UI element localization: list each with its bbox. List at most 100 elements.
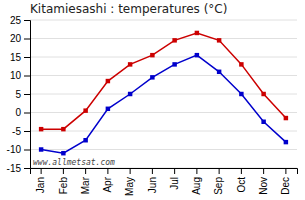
y-tick: 25	[10, 15, 30, 26]
x-tick-label: Jan	[35, 177, 46, 193]
y-tick-label: 15	[10, 52, 22, 63]
x-tick: Nov	[258, 168, 269, 195]
y-tick: 5	[15, 89, 30, 100]
grid-line	[30, 94, 297, 95]
x-tick-label: Nov	[258, 177, 269, 195]
marker	[261, 120, 265, 124]
x-tick-mark	[285, 168, 286, 174]
y-tick: 10	[10, 70, 30, 81]
x-tick-mark	[241, 168, 242, 174]
x-axis: Jan Feb Mar Apr May Jun Jul Aug Sep Oct Nov Dec	[31, 168, 298, 196]
y-tick-mark	[24, 20, 30, 21]
x-tick-mark	[219, 168, 220, 174]
x-tick-label: Aug	[191, 177, 202, 195]
marker	[106, 79, 110, 83]
marker	[39, 147, 43, 151]
x-tick-mark	[85, 168, 86, 174]
y-axis: -15 -10 -5 0 5 10 15 20 25	[7, 15, 31, 174]
y-tick: 0	[15, 107, 30, 118]
marker	[217, 70, 221, 74]
marker	[195, 53, 199, 57]
x-tick-mark	[174, 168, 175, 174]
series-markers	[39, 31, 288, 132]
marker	[128, 92, 132, 96]
y-tick-label: -10	[7, 144, 22, 155]
marker	[150, 53, 154, 57]
x-tick-mark	[196, 168, 197, 174]
y-tick-label: 5	[15, 89, 21, 100]
y-tick-mark	[24, 113, 30, 114]
marker	[83, 138, 87, 142]
marker	[83, 108, 87, 112]
x-tick: Feb	[58, 168, 69, 194]
x-tick-mark	[63, 168, 64, 174]
x-tick: Apr	[102, 168, 113, 193]
plot: -15 -10 -5 0 5 10 15 20 25 Jan Feb Mar Apr May Jun Jul A…	[7, 15, 298, 196]
y-tick-label: -15	[7, 163, 22, 174]
marker	[150, 75, 154, 79]
marker	[39, 127, 43, 131]
marker	[217, 38, 221, 42]
y-tick: 15	[10, 52, 30, 63]
grid-line	[30, 57, 297, 58]
x-tick: Aug	[191, 168, 202, 195]
x-tick: Sep	[213, 168, 224, 195]
annotation: www.allmetsat.com	[33, 158, 115, 167]
y-tick-label: 20	[10, 33, 22, 44]
x-tick-label: Mar	[80, 176, 91, 194]
grid	[30, 20, 297, 168]
marker	[284, 140, 288, 144]
y-tick-mark	[24, 168, 30, 169]
x-tick: Jan	[35, 168, 46, 193]
series-line	[41, 33, 286, 129]
marker	[61, 127, 65, 131]
y-tick: -10	[7, 144, 30, 155]
series-line	[41, 55, 286, 153]
marker	[195, 31, 199, 35]
x-tick: May	[124, 168, 135, 196]
y-tick-mark	[24, 150, 30, 151]
y-tick: 20	[10, 33, 30, 44]
x-tick-label: Feb	[58, 177, 69, 195]
marker	[239, 62, 243, 66]
x-tick: Mar	[80, 168, 91, 194]
marker	[106, 107, 110, 111]
marker	[261, 92, 265, 96]
x-tick: Oct	[236, 168, 247, 193]
y-tick: -15	[7, 163, 30, 174]
x-tick-label: Dec	[280, 177, 291, 195]
marker	[61, 151, 65, 155]
y-tick-label: 10	[10, 70, 22, 81]
series-group	[39, 31, 288, 156]
y-tick-mark	[24, 131, 30, 132]
y-tick-label: -5	[12, 126, 21, 137]
x-tick: Dec	[280, 168, 291, 195]
x-tick: Jun	[147, 168, 158, 193]
x-tick-mark	[263, 168, 264, 174]
x-tick-mark	[152, 168, 153, 174]
grid-line	[30, 75, 297, 76]
marker	[239, 92, 243, 96]
grid-line	[30, 38, 297, 39]
y-tick-mark	[24, 76, 30, 77]
marker	[128, 62, 132, 66]
chart: Kitamiesashi : temperatures (°C) -15 -10 -5…	[0, 0, 305, 200]
x-tick-mark	[41, 168, 42, 174]
x-tick-mark	[130, 168, 131, 174]
grid-line	[30, 131, 297, 132]
y-tick-mark	[24, 94, 30, 95]
x-axis-line	[31, 169, 298, 175]
x-tick: Jul	[169, 168, 180, 190]
x-tick-label: Apr	[102, 176, 113, 192]
x-tick-label: Jul	[169, 177, 180, 190]
x-tick-label: Oct	[236, 177, 247, 193]
marker	[172, 38, 176, 42]
title: Kitamiesashi : temperatures (°C)	[30, 2, 227, 16]
marker	[284, 116, 288, 120]
series-markers	[39, 53, 288, 156]
x-tick-label: Sep	[213, 177, 224, 195]
y-tick-mark	[24, 57, 30, 58]
marker	[172, 62, 176, 66]
y-tick: -5	[12, 126, 30, 137]
x-tick-mark	[107, 168, 108, 174]
